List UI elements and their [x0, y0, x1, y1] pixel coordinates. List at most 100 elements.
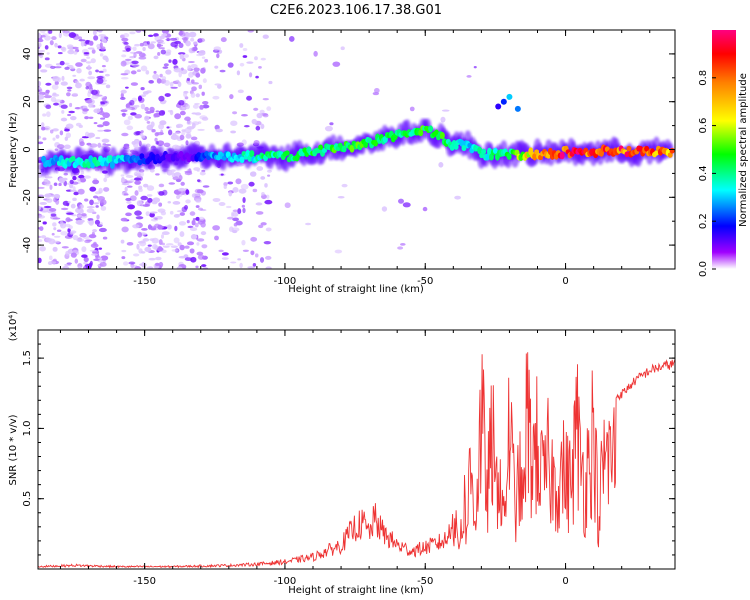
noise-speckle	[264, 183, 268, 188]
ridge-cell	[492, 147, 498, 154]
noise-speckle	[181, 131, 186, 136]
noise-speckle	[190, 63, 198, 69]
noise-speckle	[124, 58, 132, 61]
ridge-cell	[624, 151, 630, 158]
noise-speckle	[88, 40, 94, 46]
noise-speckle	[88, 262, 93, 268]
noise-speckle	[198, 216, 205, 221]
noise-speckle	[219, 69, 226, 73]
noise-speckle	[132, 46, 137, 51]
noise-speckle	[86, 206, 95, 209]
noise-speckle	[142, 91, 149, 95]
noise-speckle	[440, 116, 446, 123]
noise-speckle	[199, 171, 206, 176]
noise-speckle	[140, 94, 147, 97]
noise-speckle	[200, 67, 206, 74]
noise-speckle	[98, 34, 107, 37]
noise-speckle	[177, 81, 182, 88]
noise-speckle	[73, 50, 78, 55]
noise-speckle	[38, 38, 44, 43]
noise-speckle	[204, 58, 209, 63]
noise-speckle	[76, 219, 84, 226]
noise-speckle	[52, 222, 57, 227]
noise-speckle	[99, 53, 104, 57]
noise-speckle	[134, 113, 142, 119]
noise-speckle	[188, 168, 192, 174]
noise-speckle	[103, 129, 112, 132]
noise-speckle	[133, 177, 142, 181]
noise-speckle	[190, 92, 196, 98]
noise-speckle	[66, 86, 73, 90]
noise-speckle	[91, 49, 96, 54]
noise-speckle	[184, 245, 190, 249]
noise-speckle	[66, 92, 71, 97]
noise-speckle	[121, 249, 127, 253]
noise-speckle	[125, 86, 129, 89]
noise-speckle	[100, 46, 106, 51]
noise-speckle	[65, 132, 71, 139]
noise-speckle	[90, 243, 99, 249]
ridge-cell	[514, 105, 521, 112]
noise-speckle	[73, 191, 79, 196]
noise-speckle	[133, 131, 140, 136]
noise-speckle	[132, 253, 140, 257]
noise-speckle	[71, 46, 79, 50]
noise-speckle	[122, 261, 129, 266]
noise-speckle	[228, 191, 233, 197]
noise-speckle	[213, 46, 222, 51]
noise-speckle	[121, 112, 126, 117]
ridge-cell	[667, 152, 673, 158]
noise-speckle	[67, 113, 72, 117]
noise-speckle	[194, 222, 199, 228]
noise-speckle	[38, 49, 46, 53]
noise-speckle	[78, 124, 83, 128]
noise-speckle	[132, 224, 140, 229]
noise-speckle	[127, 115, 133, 121]
ridge-cell	[137, 159, 143, 166]
noise-speckle	[126, 201, 132, 204]
noise-speckle	[46, 198, 53, 203]
noise-speckle	[81, 213, 87, 217]
noise-speckle	[102, 143, 107, 146]
ridge-cell	[506, 153, 512, 160]
noise-speckle	[70, 232, 75, 235]
ridge-cell	[495, 103, 502, 110]
noise-speckle	[87, 132, 96, 138]
noise-speckle	[172, 201, 181, 205]
noise-speckle	[121, 176, 125, 183]
noise-speckle	[38, 32, 42, 39]
ridge-cell	[459, 139, 465, 147]
noise-speckle	[136, 69, 141, 72]
noise-speckle	[67, 218, 73, 222]
noise-speckle	[50, 96, 57, 103]
noise-speckle	[133, 138, 140, 144]
noise-speckle	[179, 32, 186, 37]
noise-speckle	[139, 240, 147, 247]
noise-speckle	[162, 66, 169, 69]
noise-speckle	[132, 63, 140, 68]
noise-speckle	[305, 222, 312, 226]
noise-speckle	[188, 31, 197, 38]
noise-speckle	[120, 89, 127, 94]
noise-speckle	[86, 56, 91, 59]
noise-speckle	[187, 81, 193, 85]
noise-speckle	[85, 61, 92, 64]
noise-speckle	[260, 123, 265, 130]
noise-speckle	[261, 191, 265, 196]
noise-speckle	[120, 73, 129, 76]
noise-speckle	[45, 111, 51, 118]
colorbar-gradient	[712, 30, 736, 269]
noise-speckle	[92, 179, 100, 185]
noise-speckle	[38, 205, 41, 211]
noise-speckle	[255, 125, 261, 131]
ridge-cell	[461, 144, 467, 152]
noise-speckle	[121, 182, 130, 186]
noise-speckle	[87, 76, 96, 80]
snr-y-multiplier: (x10⁴)	[8, 311, 19, 342]
ridge-cell	[506, 93, 513, 100]
noise-speckle	[129, 99, 135, 106]
noise-speckle	[164, 93, 171, 97]
noise-speckle	[43, 95, 52, 99]
noise-speckle	[80, 40, 85, 47]
noise-speckle	[49, 255, 53, 261]
